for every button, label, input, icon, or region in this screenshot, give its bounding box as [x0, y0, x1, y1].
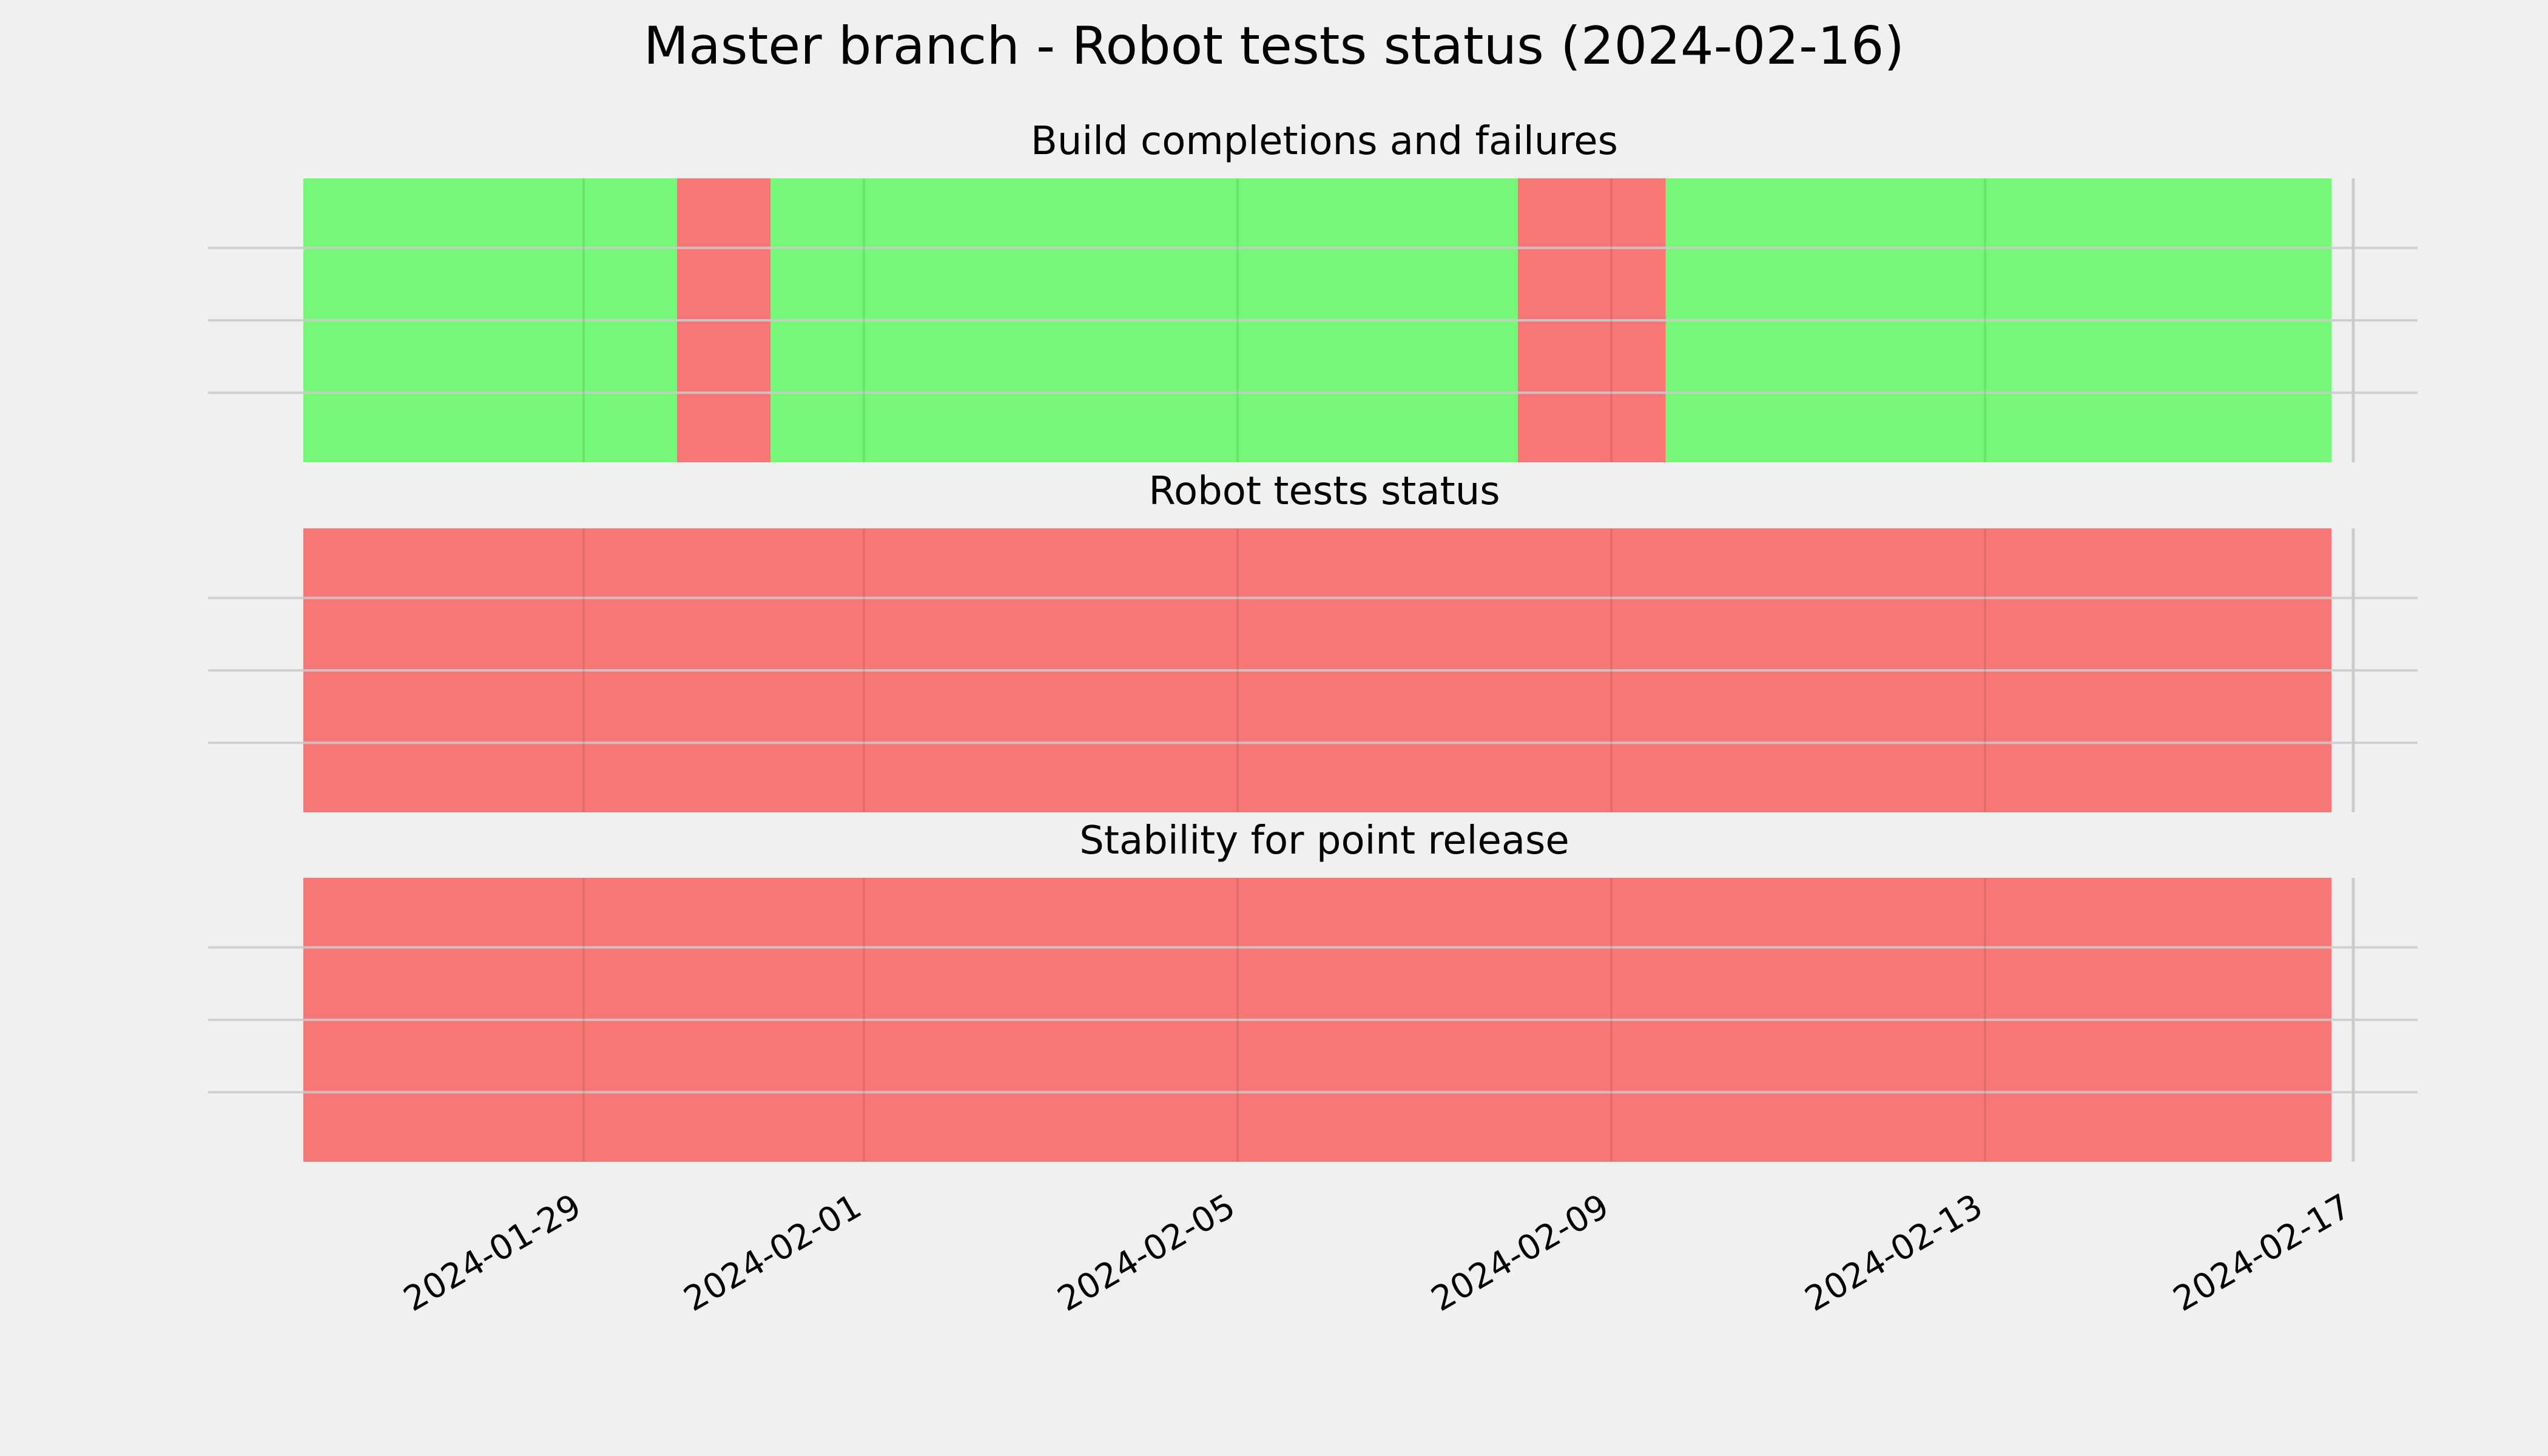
panel-1: Build completions and failures: [208, 119, 2418, 462]
panel-title: Stability for point release: [1079, 818, 1569, 863]
chart-title: Master branch - Robot tests status (2024…: [644, 16, 1904, 76]
x-tick-label: 2024-02-09: [1425, 1187, 1616, 1320]
x-tick-label: 2024-01-29: [397, 1187, 588, 1320]
x-tick-label: 2024-02-17: [2167, 1187, 2358, 1320]
x-tick-label: 2024-02-05: [1051, 1187, 1242, 1320]
x-tick-label: 2024-02-01: [678, 1187, 868, 1320]
panel-3: Stability for point release: [208, 818, 2418, 1162]
panel-title: Robot tests status: [1148, 469, 1500, 514]
x-tick-label: 2024-02-13: [1799, 1187, 1989, 1320]
panel-title: Build completions and failures: [1031, 119, 1618, 164]
panel-2: Robot tests status: [208, 469, 2418, 812]
